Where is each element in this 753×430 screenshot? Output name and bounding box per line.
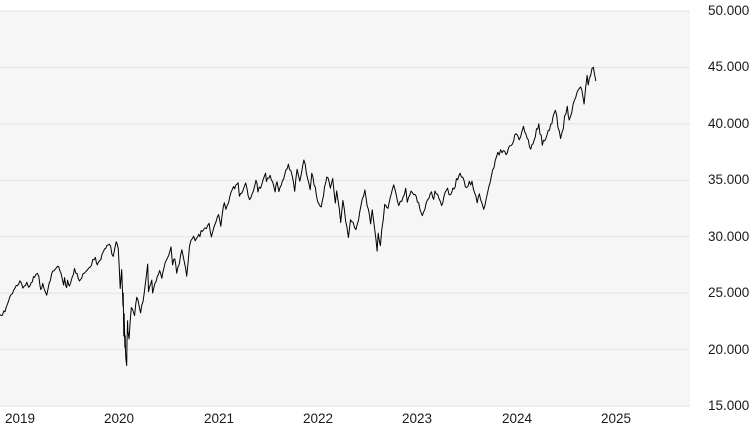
y-axis-label: 20.000 bbox=[708, 341, 750, 357]
price-line-series bbox=[0, 66, 597, 366]
y-axis-label: 30.000 bbox=[708, 228, 750, 244]
y-axis-label: 45.000 bbox=[708, 59, 750, 75]
x-axis-label: 2021 bbox=[204, 411, 235, 426]
x-axis-label: 2023 bbox=[402, 411, 433, 426]
y-axis-label: 40.000 bbox=[708, 115, 750, 131]
x-axis-label: 2025 bbox=[601, 411, 632, 426]
plot-background bbox=[0, 11, 690, 406]
y-axis-label: 15.000 bbox=[708, 398, 750, 413]
x-axis-label: 2019 bbox=[5, 411, 36, 426]
x-axis-label: 2024 bbox=[502, 411, 533, 426]
x-axis-label: 2022 bbox=[303, 411, 334, 426]
y-axis-label: 50.000 bbox=[708, 3, 750, 18]
x-axis-label: 2020 bbox=[104, 411, 135, 426]
y-axis-label: 25.000 bbox=[708, 285, 750, 301]
y-axis-label: 35.000 bbox=[708, 172, 750, 188]
gridlines bbox=[0, 10, 690, 407]
